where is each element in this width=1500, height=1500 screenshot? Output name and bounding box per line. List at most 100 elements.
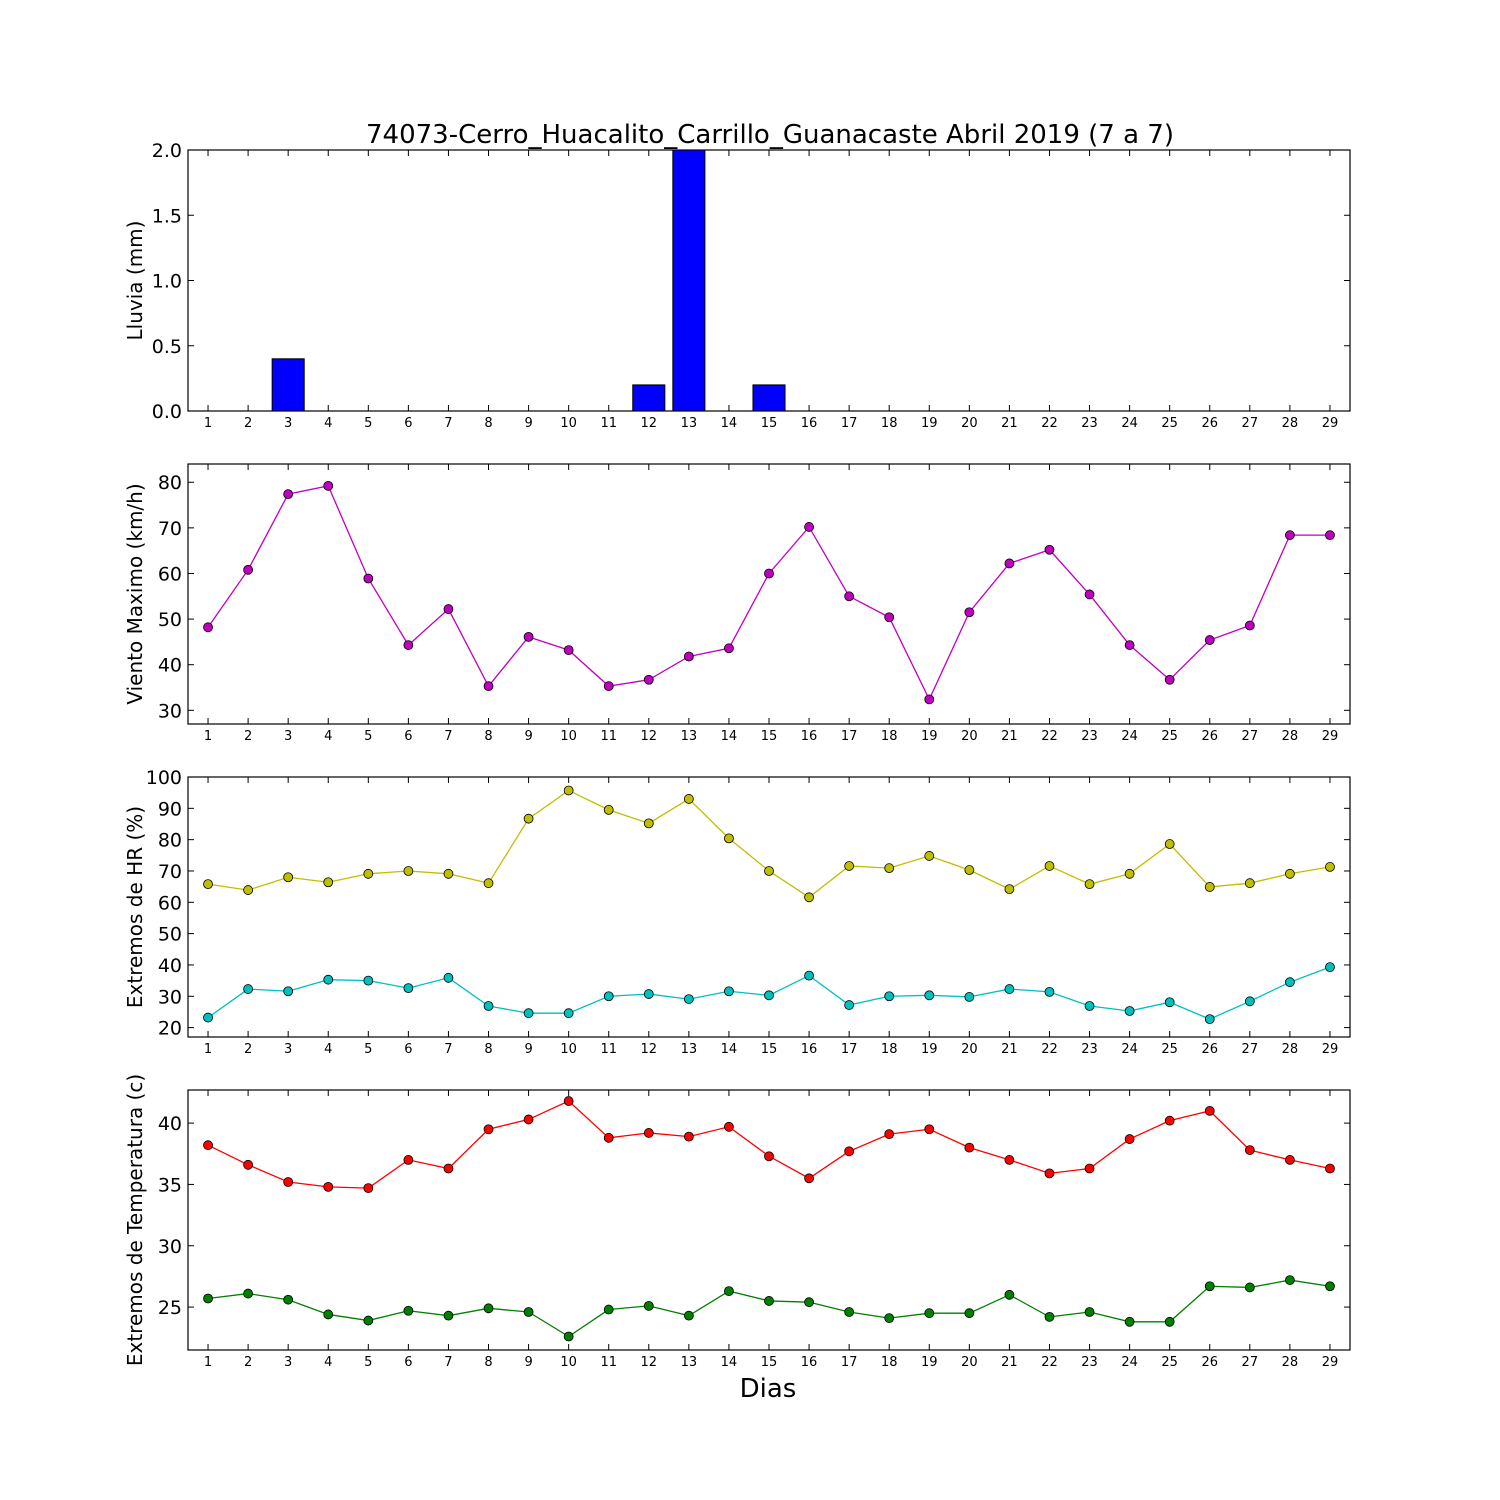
x-tick-label: 27	[1242, 1355, 1259, 1370]
data-point	[1284, 868, 1295, 879]
data-point	[563, 1331, 574, 1342]
data-point	[203, 879, 213, 890]
data-point	[764, 866, 774, 876]
data-point	[1325, 1281, 1335, 1292]
x-tick-label: 5	[364, 1355, 372, 1370]
data-point	[1164, 1115, 1175, 1126]
data-point	[1124, 1134, 1135, 1144]
data-point	[1204, 1281, 1215, 1292]
x-tick-label: 11	[600, 1355, 617, 1370]
data-point	[363, 1183, 374, 1194]
x-tick-label: 17	[841, 1042, 858, 1057]
x-tick-label: 6	[404, 416, 412, 431]
data-point	[403, 640, 414, 650]
data-point	[1244, 620, 1255, 631]
data-point	[1164, 839, 1175, 849]
data-point	[1124, 1006, 1135, 1016]
data-point	[1244, 1282, 1255, 1293]
data-point	[243, 984, 254, 994]
data-point	[1084, 1001, 1095, 1011]
data-point	[1004, 1289, 1015, 1300]
data-point	[363, 573, 374, 584]
data-point	[683, 994, 694, 1004]
data-point	[363, 868, 374, 879]
data-point	[1284, 1155, 1295, 1165]
data-point	[563, 1008, 574, 1019]
data-point	[844, 1000, 855, 1010]
x-tick-label: 11	[600, 416, 617, 431]
data-point	[523, 813, 534, 824]
x-axis-label: Dias	[740, 1374, 797, 1404]
data-point	[203, 1293, 213, 1304]
data-point	[1004, 1155, 1015, 1165]
data-point	[1284, 977, 1295, 988]
data-point	[1244, 996, 1255, 1007]
data-point	[1084, 879, 1095, 890]
data-point	[443, 868, 454, 879]
data-point	[1325, 962, 1335, 973]
data-point	[643, 674, 654, 685]
data-point	[323, 877, 334, 888]
x-tick-label: 8	[484, 729, 492, 744]
data-point	[1244, 1145, 1255, 1155]
y-axis-label: Extremos de Temperatura (c)	[123, 1074, 147, 1366]
x-tick-label: 26	[1201, 729, 1218, 744]
data-point	[643, 989, 654, 999]
data-point	[724, 643, 734, 654]
x-tick-label: 4	[324, 729, 332, 744]
panel-3: 1 2 3 4 5 6 7 8 9 10 11 12 13 14 15 16 17 18 19 20 21 22 23 24 2…	[123, 767, 1351, 1057]
y-axis-label: Lluvia (mm)	[123, 221, 147, 341]
data-point	[323, 480, 334, 491]
data-point	[924, 990, 935, 1001]
data-point	[243, 1159, 254, 1170]
x-tick-label: 21	[1001, 1355, 1018, 1370]
data-point	[203, 622, 213, 633]
x-tick-label: 1	[204, 1042, 212, 1057]
y-tick-label: 0.0	[152, 401, 182, 423]
x-tick-label: 6	[404, 1042, 412, 1057]
x-tick-label: 27	[1242, 416, 1259, 431]
data-point	[764, 1151, 774, 1162]
x-tick-label: 7	[444, 729, 452, 744]
data-point	[964, 607, 975, 618]
data-point	[483, 878, 494, 889]
data-point	[964, 1308, 975, 1319]
data-point	[563, 645, 574, 656]
data-point	[804, 1297, 814, 1308]
data-point	[403, 1305, 414, 1316]
data-point	[323, 1309, 334, 1320]
data-point	[1164, 997, 1175, 1008]
y-tick-label: 35	[158, 1174, 182, 1196]
data-point	[924, 1308, 935, 1319]
x-tick-label: 17	[841, 729, 858, 744]
data-point	[924, 851, 935, 861]
x-tick-label: 26	[1201, 1042, 1218, 1057]
data-point	[643, 1300, 654, 1311]
x-tick-label: 19	[921, 416, 938, 431]
x-tick-label: 28	[1282, 1355, 1299, 1370]
data-point	[243, 564, 254, 575]
data-point	[1084, 1163, 1095, 1174]
y-tick-label: 60	[158, 892, 182, 914]
x-tick-label: 25	[1161, 416, 1178, 431]
data-point	[683, 794, 694, 804]
x-tick-label: 5	[364, 729, 372, 744]
data-point	[363, 975, 374, 986]
x-tick-label: 26	[1201, 416, 1218, 431]
data-point	[563, 1096, 574, 1106]
x-tick-label: 27	[1242, 1042, 1259, 1057]
x-tick-label: 22	[1041, 729, 1058, 744]
data-point	[683, 651, 694, 662]
x-tick-label: 7	[444, 1355, 452, 1370]
data-point	[804, 1173, 814, 1184]
x-tick-label: 14	[721, 1042, 738, 1057]
x-tick-label: 25	[1161, 1042, 1178, 1057]
x-tick-label: 19	[921, 1355, 938, 1370]
x-tick-label: 24	[1121, 1355, 1138, 1370]
x-tick-label: 4	[324, 1355, 332, 1370]
x-tick-label: 24	[1121, 729, 1138, 744]
x-tick-label: 13	[681, 729, 698, 744]
data-point	[523, 631, 534, 642]
x-tick-label: 29	[1322, 416, 1339, 431]
x-tick-label: 24	[1121, 1042, 1138, 1057]
